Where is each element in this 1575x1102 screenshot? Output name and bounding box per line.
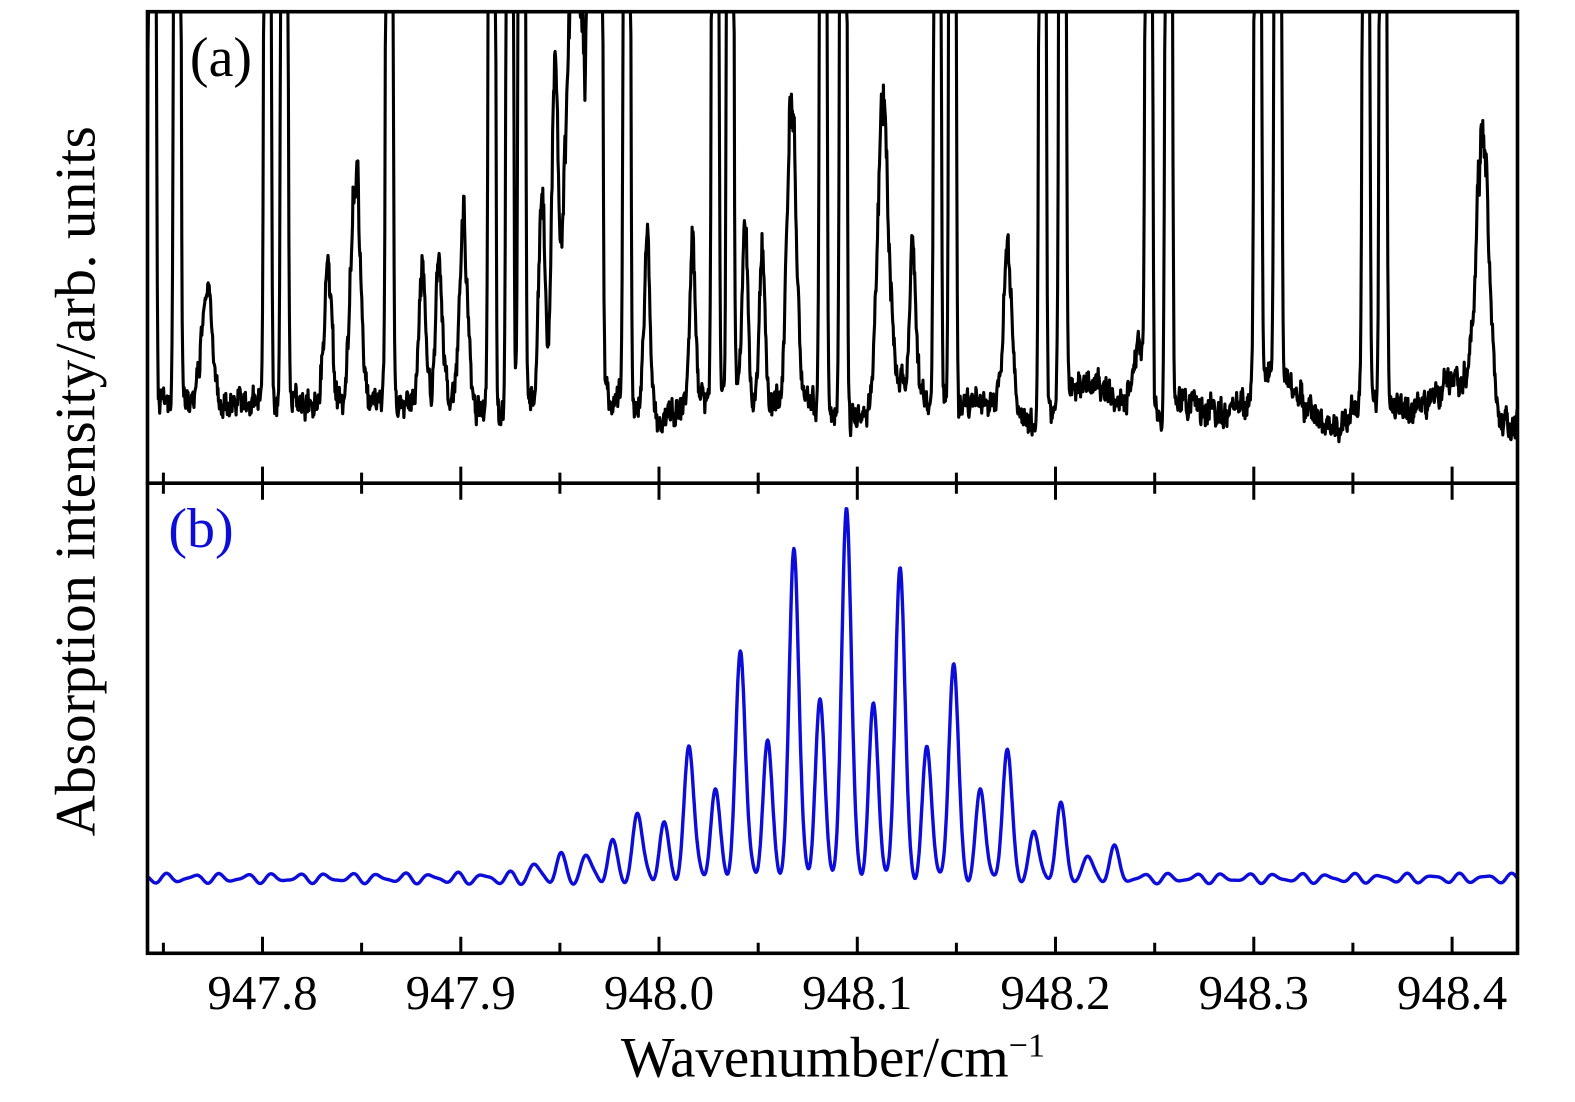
x-axis-ticks: [161, 466, 1454, 952]
panel-b-label: (b): [168, 498, 234, 560]
x-tick-label: 947.9: [405, 965, 516, 1020]
x-tick-label: 947.8: [207, 965, 318, 1020]
x-axis-label-base: Wavenumber/cm: [620, 1026, 1009, 1090]
plot-frame: [145, 9, 1520, 956]
x-axis-label: Wavenumber/cm−1: [621, 1026, 1045, 1091]
x-axis-label-exponent: −1: [1008, 1027, 1046, 1065]
spectrum-a-trace: [145, 10, 1520, 444]
x-tick-label: 948.0: [603, 965, 715, 1020]
spectrum-b-trace: [145, 507, 1520, 887]
panel-a-label: (a): [189, 27, 253, 89]
x-tick-label: 948.1: [802, 965, 913, 1020]
x-tick-label: 948.2: [1000, 965, 1111, 1020]
x-tick-label: 948.4: [1396, 965, 1508, 1020]
y-axis-label: Absorption intensity/arb. units: [44, 125, 108, 837]
x-tick-label: 948.3: [1198, 965, 1309, 1020]
